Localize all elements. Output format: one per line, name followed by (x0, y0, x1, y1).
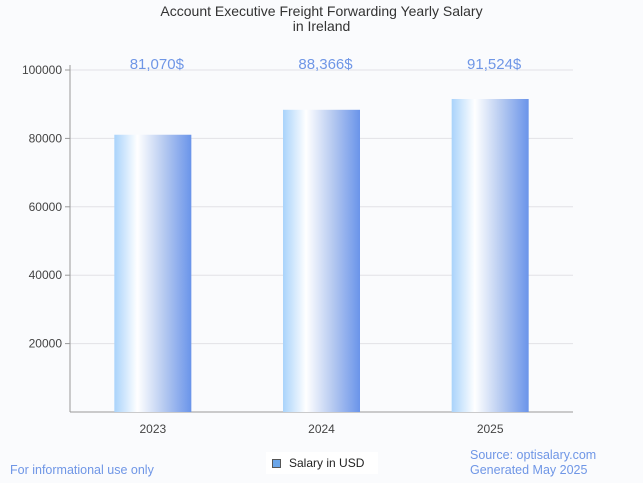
data-label: 91,524$ (467, 56, 522, 73)
title-line-1: Account Executive Freight Forwarding Yea… (160, 3, 483, 19)
bar-2024 (283, 109, 360, 413)
generated-date: Generated May 2025 (470, 463, 588, 477)
legend[interactable]: Salary in USD (266, 452, 378, 474)
legend-label: Salary in USD (289, 456, 365, 470)
x-tick-label: 2024 (308, 422, 335, 436)
chart-title: Account Executive Freight Forwarding Yea… (0, 4, 643, 34)
y-tick-label: 100000 (22, 63, 62, 77)
y-tick-label: 40000 (29, 268, 63, 282)
data-label: 81,070$ (130, 56, 185, 73)
x-tick-label: 2025 (477, 422, 504, 436)
bar-2023 (114, 134, 192, 412)
legend-swatch (272, 458, 281, 468)
y-tick-label: 60000 (29, 200, 63, 214)
bar-2025 (451, 98, 529, 413)
disclaimer: For informational use only (10, 463, 154, 477)
data-label: 88,366$ (298, 56, 353, 73)
x-tick-label: 2023 (139, 422, 166, 436)
y-tick-label: 20000 (29, 337, 63, 351)
source-link[interactable]: Source: optisalary.com (470, 448, 597, 462)
y-tick-label: 80000 (29, 131, 63, 145)
title-line-2: in Ireland (292, 18, 351, 34)
